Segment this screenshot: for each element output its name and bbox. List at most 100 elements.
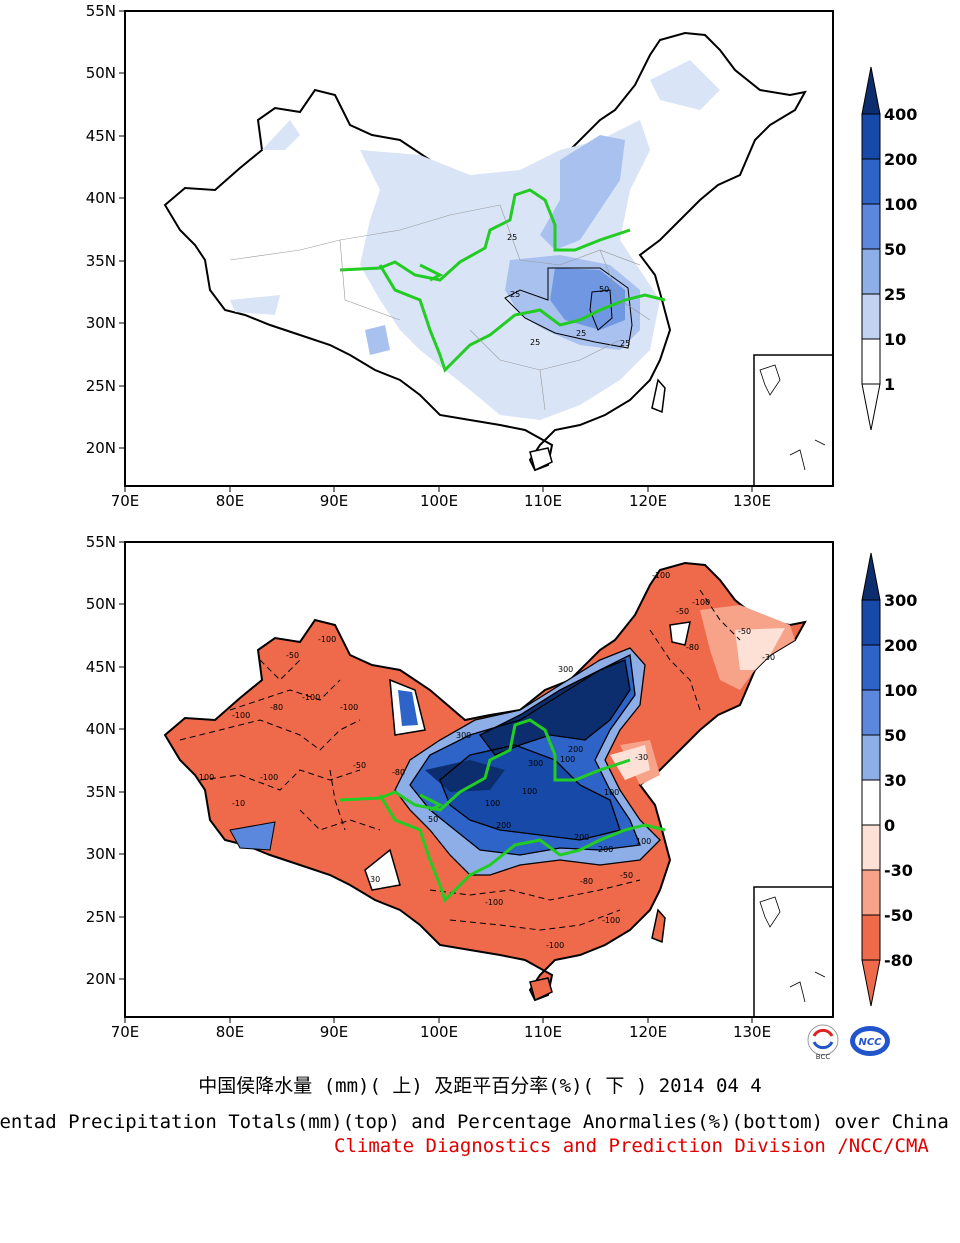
- lat-label: 40N: [86, 189, 116, 207]
- contour-label: -100: [692, 598, 710, 607]
- south-china-sea-inset: [753, 886, 833, 1017]
- colorbar-label: 1: [884, 375, 895, 394]
- contour-label: -100: [196, 773, 214, 782]
- lat-label: 45N: [86, 658, 116, 676]
- lat-label: 30N: [86, 314, 116, 332]
- colorbar-label: -30: [884, 861, 913, 880]
- contour-label: 50: [428, 815, 438, 824]
- rivers: [339, 188, 666, 373]
- lon-label: 120E: [629, 492, 667, 510]
- precipitation-anomaly-svg: -100 -50 -100 -100 -80 -100 -100 -100 -5…: [86, 533, 918, 1041]
- colorbar-label: 10: [884, 330, 906, 349]
- bcc-logo-text: BCC: [816, 1053, 831, 1061]
- lat-label: 55N: [86, 2, 116, 20]
- contour-label: 100: [636, 837, 651, 846]
- contour-label: 30: [370, 875, 380, 884]
- colorbar-label: 100: [884, 681, 917, 700]
- contour-label: -50: [286, 651, 299, 660]
- ncc-logo: NCC: [848, 1022, 890, 1062]
- lat-label: 55N: [86, 533, 116, 551]
- lat-label: 45N: [86, 127, 116, 145]
- contour-label: -50: [353, 761, 366, 770]
- lon-label: 100E: [420, 1023, 458, 1041]
- lat-axis: 55N 50N 45N 40N 35N 30N 25N 20N: [86, 2, 125, 457]
- colorbar-label: 400: [884, 105, 917, 124]
- lon-label: 120E: [629, 1023, 667, 1041]
- taiwan-outline: [651, 378, 666, 414]
- colorbar-labels: 300 200 100 50 30 0 -30 -50 -80: [884, 591, 917, 970]
- rivers: [339, 718, 666, 903]
- lon-label: 130E: [733, 492, 771, 510]
- colorbar-label: 30: [884, 771, 906, 790]
- contour-label: -80: [270, 703, 283, 712]
- lat-label: 30N: [86, 845, 116, 863]
- precipitation-anomaly-map: -100 -50 -100 -100 -80 -100 -100 -100 -5…: [0, 530, 960, 1050]
- contour-label: 200: [496, 821, 511, 830]
- contour-label: -80: [580, 877, 593, 886]
- lon-label: 80E: [216, 1023, 245, 1041]
- colorbar-label: -80: [884, 951, 913, 970]
- precipitation-totals-map: 25 25 50 25 25 25 55N 50N 45N 40N 35N 30…: [0, 0, 960, 520]
- anomaly-neutral-patch: [364, 848, 401, 891]
- contour-label: -100: [340, 703, 358, 712]
- anomaly-wet-patch: [398, 690, 418, 726]
- anomaly-neutral-patch: [669, 621, 691, 646]
- lat-label: 50N: [86, 64, 116, 82]
- anomaly-wet-extreme: [425, 660, 630, 792]
- contour-label: 25: [620, 339, 630, 348]
- lon-label: 100E: [420, 492, 458, 510]
- lat-label: 40N: [86, 720, 116, 738]
- lat-label: 35N: [86, 252, 116, 270]
- contour-label: 300: [456, 731, 471, 740]
- contour-label: 200: [574, 833, 589, 842]
- lon-label: 110E: [524, 492, 562, 510]
- ncc-logo-text: NCC: [858, 1037, 882, 1048]
- contour-label: -100: [232, 711, 250, 720]
- colorbar-label: 50: [884, 726, 906, 745]
- lat-label: 25N: [86, 908, 116, 926]
- contour-label: 100: [560, 755, 575, 764]
- anomaly-wet-patch: [229, 821, 276, 851]
- colorbar-label: 200: [884, 150, 917, 169]
- contour-label: 300: [558, 665, 573, 674]
- contours: [504, 267, 633, 349]
- taiwan-outline: [651, 908, 666, 944]
- south-china-sea-inset: [753, 354, 833, 486]
- lon-label: 90E: [320, 492, 349, 510]
- colorbar: [861, 66, 881, 431]
- contour-label: 100: [485, 799, 500, 808]
- anomaly-slight-dry: [610, 628, 785, 780]
- contour-label: 300: [528, 759, 543, 768]
- contour-label: -30: [635, 753, 648, 762]
- contour-label: -100: [302, 693, 320, 702]
- lon-axis: 70E 80E 90E 100E 110E 120E 130E: [111, 486, 771, 510]
- contour-label: 25: [530, 338, 540, 347]
- bcc-logo: BCC: [802, 1022, 844, 1062]
- contour-label: -100: [546, 941, 564, 950]
- lat-label: 50N: [86, 595, 116, 613]
- province-borders: [229, 204, 651, 411]
- contour-label: -10: [232, 799, 245, 808]
- lon-label: 80E: [216, 492, 245, 510]
- colorbar-label: 300: [884, 591, 917, 610]
- lat-axis: 55N 50N 45N 40N 35N 30N 25N 20N: [86, 533, 125, 988]
- contour-label: -100: [652, 571, 670, 580]
- colorbar-label: 50: [884, 240, 906, 259]
- colorbar-label: 0: [884, 816, 895, 835]
- contour-label: 200: [568, 745, 583, 754]
- colorbar-label: 25: [884, 285, 906, 304]
- lon-axis: 70E 80E 90E 100E 110E 120E 130E: [111, 1017, 771, 1041]
- contour-label: -50: [620, 871, 633, 880]
- chart-title-english: Pentad Precipitation Totals(mm)(top) and…: [0, 1111, 949, 1133]
- colorbar-label: 100: [884, 195, 917, 214]
- lat-label: 25N: [86, 377, 116, 395]
- chart-title-chinese: 中国侯降水量 (mm)( 上) 及距平百分率(%)( 下 ) 2014 04 4: [198, 1075, 762, 1097]
- contour-label: -80: [686, 643, 699, 652]
- colorbar: [861, 552, 881, 1007]
- contour-label: 25: [510, 290, 520, 299]
- contour-label-group: -100 -50 -100 -100 -80 -100 -100 -100 -5…: [196, 571, 775, 950]
- contour-label: -100: [318, 635, 336, 644]
- contour-label: 25: [576, 329, 586, 338]
- contour-label: -100: [485, 898, 503, 907]
- colorbar-label: -50: [884, 906, 913, 925]
